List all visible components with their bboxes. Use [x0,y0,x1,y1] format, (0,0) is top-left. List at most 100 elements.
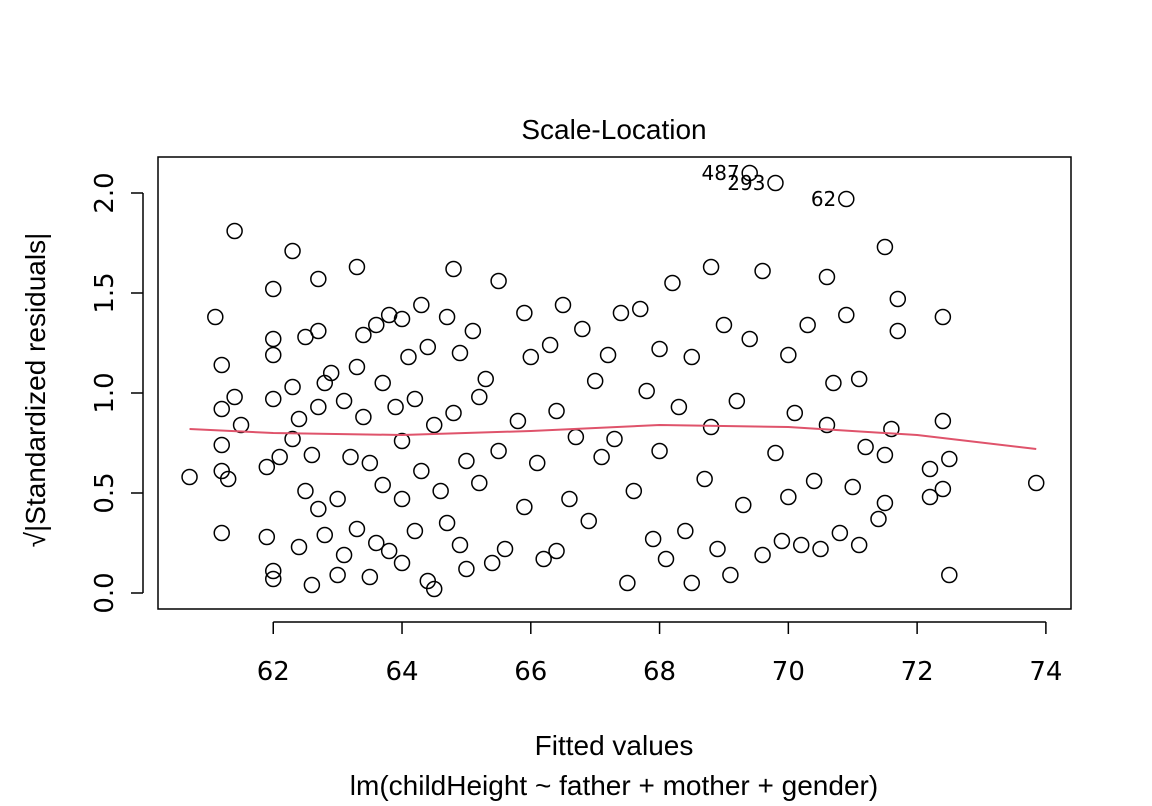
point [561,490,578,508]
point [516,498,533,516]
point [818,416,836,434]
point [612,304,630,322]
point [458,560,475,578]
point [445,260,462,278]
point-label: 62 [811,187,836,211]
point [883,420,900,438]
point [284,242,301,260]
point [580,512,597,530]
point [393,310,411,328]
x-tick-label: 62 [257,657,290,687]
point [368,316,385,334]
point [670,398,688,416]
point [290,538,308,556]
point [599,346,617,364]
point [374,374,391,392]
point [850,370,868,388]
point [181,468,198,486]
point [361,454,379,472]
point [393,554,411,572]
point [355,326,372,344]
point [876,446,894,464]
point [786,404,804,422]
point [496,540,514,558]
point [445,404,462,422]
point [805,472,823,490]
point [413,296,430,314]
x-tick-label: 66 [514,657,547,687]
point [780,346,797,364]
point [464,322,482,340]
point [451,344,469,362]
point [303,446,321,464]
labeled-point [741,164,758,182]
point [889,290,907,308]
point [265,280,282,298]
point [413,462,430,480]
point [329,566,346,584]
point [632,300,649,318]
point [348,258,366,276]
point [548,402,565,420]
point [297,482,314,500]
point [509,412,527,430]
point [812,540,829,558]
point [477,370,494,388]
point [735,496,752,514]
point [741,330,758,348]
point [541,336,559,354]
point [651,442,668,460]
point [683,574,701,592]
point [348,358,366,376]
y-axis-label: √|Standardized residuals| [20,233,51,548]
point [265,570,282,588]
point [258,528,276,546]
point [483,554,501,572]
point [290,410,308,428]
point [876,238,894,256]
point [850,536,868,554]
point [322,364,340,382]
point [400,348,417,366]
point [606,430,623,448]
point [728,392,746,410]
point [265,562,282,580]
point [258,458,276,476]
point [432,482,449,500]
point [767,444,784,462]
point [554,296,572,314]
smooth-line [189,423,1037,450]
x-tick-label: 74 [1029,657,1062,687]
point [393,490,411,508]
point [335,392,353,410]
point [355,408,372,426]
point [593,448,610,466]
point [780,488,797,506]
point [857,438,874,456]
point [284,378,301,396]
point [303,576,321,594]
point [792,536,810,554]
point [213,524,230,542]
point [335,546,353,564]
point [754,262,771,280]
point [348,520,366,538]
point [844,478,861,496]
point [213,356,230,374]
point [471,474,488,492]
point [380,306,398,324]
point [393,432,411,450]
point [425,416,443,434]
point [941,566,958,584]
point [574,320,591,338]
point [516,304,533,322]
labeled-point [838,190,855,208]
point [651,340,668,358]
point [226,222,243,240]
point [490,272,507,290]
point [271,448,288,466]
point [838,306,855,324]
point [232,416,250,434]
x-tick-label: 68 [643,657,676,687]
